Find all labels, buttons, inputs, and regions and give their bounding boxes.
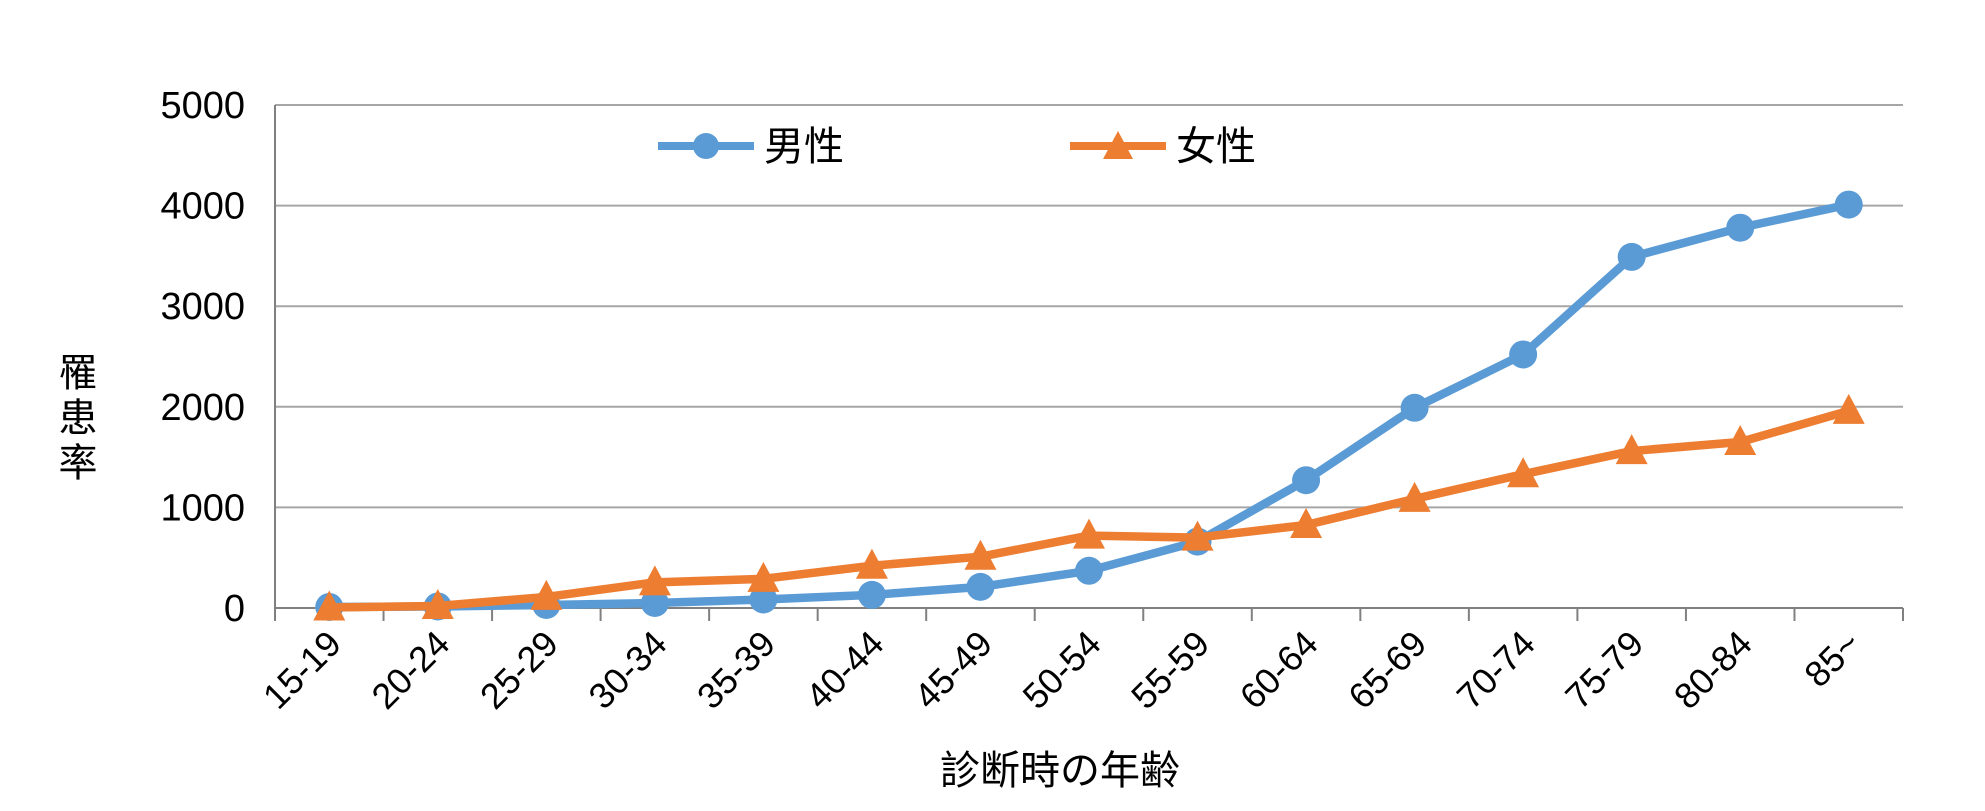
data-point-triangle-icon — [855, 548, 888, 579]
data-point-circle-icon — [857, 580, 886, 609]
x-tick-label: 85~ — [1796, 623, 1868, 695]
data-point-circle-icon — [1400, 393, 1429, 422]
data-point-triangle-icon — [964, 539, 997, 570]
y-tick-label: 0 — [224, 588, 245, 630]
y-axis-tick-labels: 0 1000 2000 3000 4000 5000 — [160, 85, 245, 630]
data-point-circle-icon — [1509, 340, 1538, 369]
x-tick-label: 25-29 — [472, 623, 566, 717]
legend-female-label: 女性 — [1176, 125, 1256, 169]
data-point-circle-icon — [749, 585, 778, 614]
legend: 男性 女性 — [658, 125, 1256, 169]
data-point-triangle-icon — [530, 579, 563, 610]
data-point-triangle-icon — [1181, 520, 1214, 551]
data-point-triangle-icon — [1398, 481, 1431, 512]
data-point-triangle-icon — [1073, 518, 1105, 549]
y-tick-label: 3000 — [160, 286, 245, 328]
x-axis-ticks — [274, 608, 1904, 621]
series-男性 — [315, 190, 1863, 621]
legend-male-circle-icon — [693, 133, 719, 159]
x-tick-label: 15-19 — [255, 623, 349, 717]
data-point-triangle-icon — [1290, 508, 1323, 539]
y-tick-label: 4000 — [160, 186, 245, 228]
x-tick-label: 55-59 — [1123, 623, 1217, 717]
series-女性 — [313, 393, 1865, 621]
x-tick-label: 80-84 — [1666, 623, 1760, 717]
data-point-triangle-icon — [747, 561, 780, 592]
x-tick-label: 40-44 — [797, 623, 891, 717]
y-tick-label: 1000 — [160, 487, 245, 529]
x-tick-label: 20-24 — [363, 623, 457, 717]
x-tick-label: 60-64 — [1232, 623, 1326, 717]
x-tick-label: 65-69 — [1340, 623, 1434, 717]
x-tick-label: 35-39 — [689, 623, 783, 717]
y-axis-title: 罹患率 — [53, 352, 96, 487]
data-point-circle-icon — [1617, 242, 1646, 271]
legend-male-label: 男性 — [764, 125, 844, 169]
x-axis-title: 診断時の年齢 — [940, 749, 1180, 793]
data-point-triangle-icon — [313, 590, 346, 621]
data-point-triangle-icon — [1724, 425, 1757, 456]
data-point-triangle-icon — [1832, 393, 1865, 424]
data-point-triangle-icon — [1615, 434, 1648, 465]
gridlines — [275, 104, 1903, 509]
data-point-triangle-icon — [638, 565, 671, 596]
data-point-circle-icon — [1075, 556, 1103, 585]
x-tick-label: 45-49 — [906, 623, 1000, 717]
data-point-circle-icon — [1726, 213, 1755, 242]
y-tick-label: 5000 — [160, 85, 245, 127]
x-tick-label: 50-54 — [1015, 623, 1109, 717]
x-tick-label: 75-79 — [1557, 623, 1651, 717]
data-point-circle-icon — [1292, 466, 1321, 495]
x-axis-tick-labels: 15-19 20-24 25-29 30-34 35-39 40-44 45-49 50-54… — [255, 623, 1869, 717]
x-tick-label: 70-74 — [1449, 623, 1543, 717]
data-point-circle-icon — [640, 588, 669, 617]
data-point-triangle-icon — [421, 588, 454, 619]
data-point-circle-icon — [966, 572, 995, 601]
data-point-circle-icon — [1834, 190, 1863, 219]
x-tick-label: 30-34 — [580, 623, 674, 717]
y-tick-label: 2000 — [160, 387, 245, 429]
data-point-triangle-icon — [1507, 457, 1540, 488]
series-group — [313, 190, 1865, 621]
legend-female-triangle-icon — [1103, 131, 1133, 159]
